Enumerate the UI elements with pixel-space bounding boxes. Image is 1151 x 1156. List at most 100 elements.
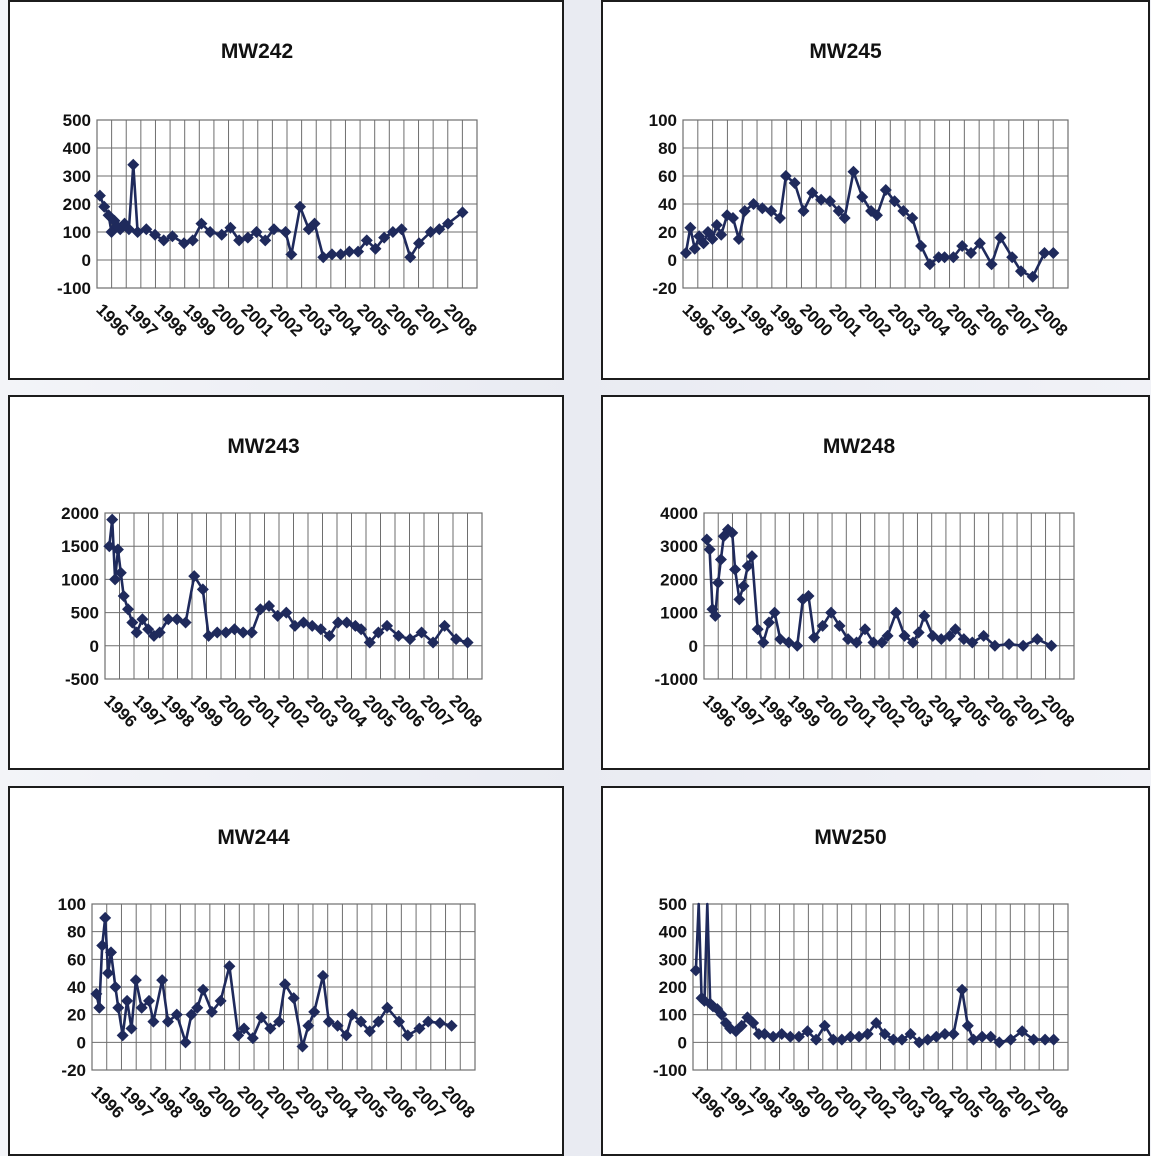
data-point-marker: [816, 619, 829, 632]
data-point-marker: [105, 946, 118, 959]
data-point-marker: [733, 593, 746, 606]
data-point-marker: [1031, 633, 1044, 646]
y-tick-label: 500: [71, 604, 99, 623]
data-point-marker: [850, 636, 863, 649]
y-tick-label: 40: [67, 978, 86, 997]
data-point-marker: [331, 1019, 344, 1032]
data-point-marker: [915, 240, 928, 252]
data-point-marker: [278, 978, 291, 991]
y-tick-label: 500: [63, 111, 91, 130]
data-point-marker: [765, 205, 778, 217]
x-tick-label: 2000: [208, 300, 248, 340]
x-tick-label: 2005: [353, 300, 393, 340]
data-point-marker: [1003, 638, 1016, 651]
data-point-marker: [810, 1033, 823, 1046]
data-point-marker: [395, 223, 408, 236]
data-point-marker: [710, 219, 723, 231]
data-point-marker: [461, 636, 474, 649]
data-point-marker: [136, 613, 149, 626]
data-point-marker: [1047, 1033, 1060, 1046]
data-point-marker: [747, 198, 760, 210]
x-tick-label: 2001: [237, 300, 277, 340]
data-point-marker: [114, 566, 127, 579]
data-point-marker: [709, 609, 722, 622]
data-point-marker: [98, 200, 111, 213]
y-tick-label: 300: [63, 167, 91, 186]
x-tick-label: 1999: [179, 300, 219, 340]
chart-svg: MW242 500 400 300 200 100 0 -100199619971998199…: [57, 40, 481, 341]
y-tick-label: 3000: [660, 537, 698, 556]
data-point-marker: [703, 543, 716, 556]
data-point-marker: [818, 1019, 831, 1032]
data-point-marker: [147, 629, 160, 642]
data-point-marker: [844, 1030, 857, 1043]
data-point-marker: [142, 623, 155, 636]
data-point-marker: [195, 217, 208, 230]
x-tick-label: 2001: [825, 300, 865, 340]
data-point-marker: [438, 619, 451, 632]
y-tick-label: -100: [57, 279, 91, 298]
y-tick-label: 40: [658, 195, 677, 214]
data-point-marker: [112, 1001, 125, 1014]
data-point-marker: [679, 247, 692, 259]
data-point-marker: [1045, 639, 1058, 652]
y-tick-label: 100: [63, 223, 91, 242]
data-point-marker: [867, 636, 880, 649]
y-tick-label: 80: [67, 923, 86, 942]
y-tick-label: 0: [668, 251, 677, 270]
data-point-marker: [325, 248, 338, 261]
data-point-marker: [214, 994, 227, 1007]
data-point-marker: [129, 974, 142, 987]
data-point-marker: [185, 1008, 198, 1021]
data-point-marker: [211, 626, 224, 639]
data-point-marker: [232, 1029, 245, 1042]
data-point-marker: [401, 1029, 414, 1042]
plot-area-frame: [703, 512, 1075, 680]
y-tick-label: 20: [658, 223, 677, 242]
data-point-marker: [415, 626, 428, 639]
data-point-marker: [191, 1001, 204, 1014]
y-tick-label: 200: [659, 978, 687, 997]
data-point-marker: [875, 636, 888, 649]
data-point-marker: [827, 1033, 840, 1046]
data-point-marker: [238, 1022, 251, 1035]
data-point-marker: [801, 1025, 814, 1038]
data-point-marker: [157, 234, 170, 247]
data-point-marker: [271, 609, 284, 622]
x-tick-label: 1997: [708, 300, 748, 340]
data-point-marker: [264, 1022, 277, 1035]
data-point-marker: [967, 1033, 980, 1046]
data-point-marker: [294, 200, 307, 213]
y-tick-label: -100: [653, 1061, 687, 1080]
data-point-marker: [285, 248, 298, 261]
data-point-marker: [204, 226, 217, 238]
x-tick-label: 2006: [972, 300, 1012, 340]
data-point-marker: [279, 226, 292, 238]
data-point-marker: [314, 623, 327, 636]
data-point-marker: [1026, 270, 1039, 283]
data-point-marker: [712, 576, 725, 589]
data-point-marker: [445, 1019, 458, 1032]
data-point-marker: [791, 639, 804, 652]
data-point-marker: [186, 234, 199, 247]
x-tick-label: 2007: [409, 1082, 449, 1122]
x-tick-label: 2002: [263, 1082, 303, 1122]
data-point-marker: [688, 242, 701, 255]
data-point-marker: [706, 603, 719, 616]
data-point-marker: [984, 1030, 997, 1043]
data-point-marker: [788, 177, 801, 189]
y-tick-label: 1500: [61, 537, 99, 556]
data-point-marker: [833, 619, 846, 632]
data-point-marker: [806, 186, 819, 199]
series-line: [684, 170, 1054, 279]
data-point-marker: [392, 629, 405, 642]
data-point-marker: [427, 636, 440, 649]
data-point-marker: [1027, 1033, 1040, 1046]
x-tick-label: 1996: [699, 691, 739, 731]
x-tick-label: 2002: [855, 300, 895, 340]
data-point-marker: [768, 606, 781, 619]
data-point-marker: [762, 616, 775, 629]
data-point-marker: [215, 228, 228, 241]
data-point-marker: [308, 217, 321, 230]
data-point-marker: [153, 626, 166, 639]
